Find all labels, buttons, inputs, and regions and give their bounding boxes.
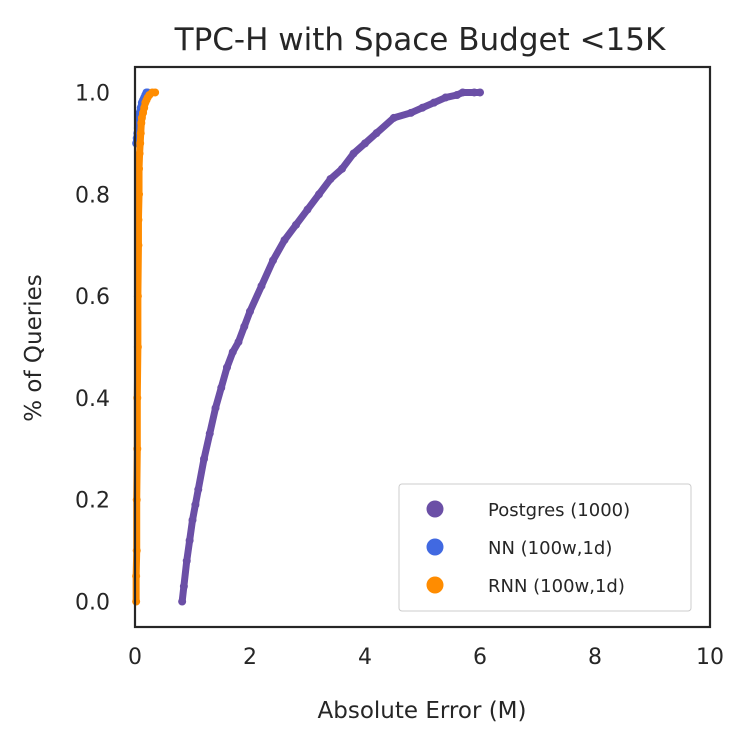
data-point bbox=[407, 108, 415, 117]
data-point bbox=[178, 597, 187, 606]
data-point bbox=[280, 236, 289, 245]
y-axis-ticks: 0.0 0.2 0.4 0.6 0.8 1.0 bbox=[75, 81, 110, 615]
legend-marker bbox=[426, 500, 444, 518]
data-point bbox=[223, 363, 231, 372]
data-point bbox=[315, 190, 323, 199]
data-point bbox=[361, 139, 369, 148]
y-tick-label: 0.0 bbox=[75, 591, 110, 616]
data-point bbox=[134, 241, 143, 250]
data-point bbox=[132, 572, 141, 581]
data-point bbox=[211, 404, 220, 413]
x-axis-ticks: 0 2 4 6 8 10 bbox=[128, 645, 724, 670]
data-point bbox=[200, 455, 208, 463]
data-point bbox=[234, 337, 243, 346]
data-point bbox=[205, 429, 214, 438]
legend: Postgres (1000) NN (100w,1d) RNN (100w,1d) bbox=[398, 483, 692, 612]
legend-marker bbox=[426, 538, 444, 556]
data-point bbox=[179, 582, 188, 591]
y-tick-label: 0.2 bbox=[75, 489, 110, 514]
data-point bbox=[134, 215, 143, 224]
data-point bbox=[458, 88, 467, 97]
data-point bbox=[194, 485, 203, 494]
x-axis-title: Absolute Error (M) bbox=[318, 698, 527, 724]
data-point bbox=[191, 500, 200, 509]
plot-frame bbox=[133, 65, 712, 629]
series-layer bbox=[132, 88, 484, 606]
data-point bbox=[217, 383, 226, 392]
data-point bbox=[240, 322, 249, 331]
data-point bbox=[182, 556, 191, 565]
data-point bbox=[430, 98, 438, 107]
data-point bbox=[349, 149, 358, 158]
data-point bbox=[292, 220, 300, 229]
series-2 bbox=[132, 88, 160, 606]
y-tick-label: 1.0 bbox=[75, 81, 110, 106]
x-tick-label: 10 bbox=[696, 645, 724, 670]
y-tick-label: 0.6 bbox=[75, 285, 110, 310]
data-point bbox=[188, 516, 197, 525]
legend-label: RNN (100w,1d) bbox=[488, 576, 625, 597]
data-point bbox=[269, 256, 277, 265]
data-point bbox=[476, 88, 484, 97]
data-point bbox=[389, 113, 398, 122]
data-point bbox=[185, 536, 194, 545]
data-point bbox=[338, 164, 346, 173]
x-tick-label: 6 bbox=[473, 645, 487, 670]
data-point bbox=[418, 103, 427, 112]
x-tick-label: 2 bbox=[243, 645, 257, 670]
x-tick-label: 0 bbox=[128, 645, 142, 670]
legend-label: NN (100w,1d) bbox=[488, 538, 612, 559]
data-point bbox=[132, 597, 141, 606]
data-point bbox=[470, 88, 479, 97]
legend-box bbox=[398, 483, 692, 612]
y-tick-label: 0.8 bbox=[75, 183, 110, 208]
legend-label: Postgres (1000) bbox=[488, 500, 630, 521]
data-point bbox=[372, 129, 381, 138]
x-tick-label: 8 bbox=[588, 645, 602, 670]
data-point bbox=[136, 139, 145, 148]
data-point bbox=[136, 129, 145, 138]
data-point bbox=[303, 205, 312, 214]
chart-title: TPC-H with Space Budget <15K bbox=[174, 22, 666, 58]
data-point bbox=[228, 348, 237, 357]
data-point bbox=[246, 307, 254, 316]
data-point bbox=[135, 190, 144, 199]
legend-items: Postgres (1000) NN (100w,1d) RNN (100w,1d) bbox=[426, 500, 630, 597]
data-point bbox=[326, 175, 335, 183]
y-axis-title: % of Queries bbox=[21, 274, 47, 421]
x-tick-label: 4 bbox=[358, 645, 372, 670]
y-tick-label: 0.4 bbox=[75, 387, 110, 412]
legend-marker bbox=[426, 576, 444, 594]
series-0 bbox=[178, 88, 484, 606]
data-point bbox=[441, 93, 450, 102]
data-point bbox=[135, 164, 144, 173]
data-point bbox=[257, 281, 266, 290]
data-point bbox=[151, 88, 160, 97]
data-point bbox=[135, 149, 144, 158]
